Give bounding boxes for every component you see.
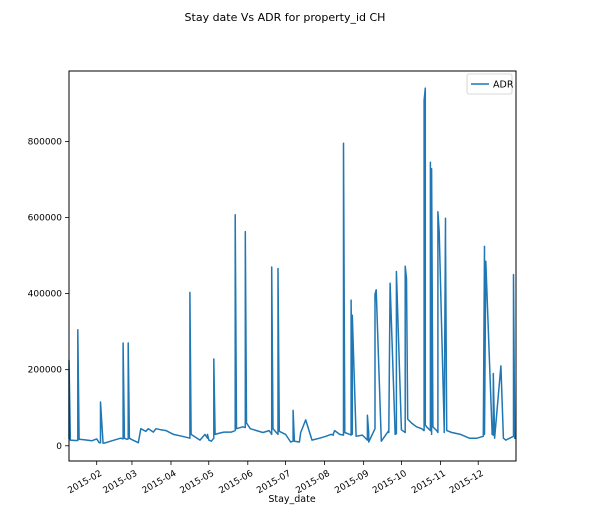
plot-area [68, 70, 517, 462]
y-tick-label: 800000 [28, 137, 63, 147]
legend-label-adr: ADR [493, 80, 514, 91]
axes-frame [68, 70, 517, 462]
legend-box [466, 73, 513, 95]
series-line-adr [68, 87, 516, 444]
legend: ADR [466, 73, 514, 95]
y-tick-label: 400000 [28, 290, 63, 300]
plot-background [69, 71, 516, 461]
y-axis: 0 200000 400000 600000 800000 [28, 137, 69, 452]
chart-title: Stay date Vs ADR for property_id CH [185, 11, 386, 24]
y-tick-label: 0 [56, 442, 62, 452]
y-tick-label: 200000 [28, 366, 63, 376]
x-axis-label: Stay_date [268, 494, 316, 505]
y-tick-label: 600000 [28, 213, 63, 223]
